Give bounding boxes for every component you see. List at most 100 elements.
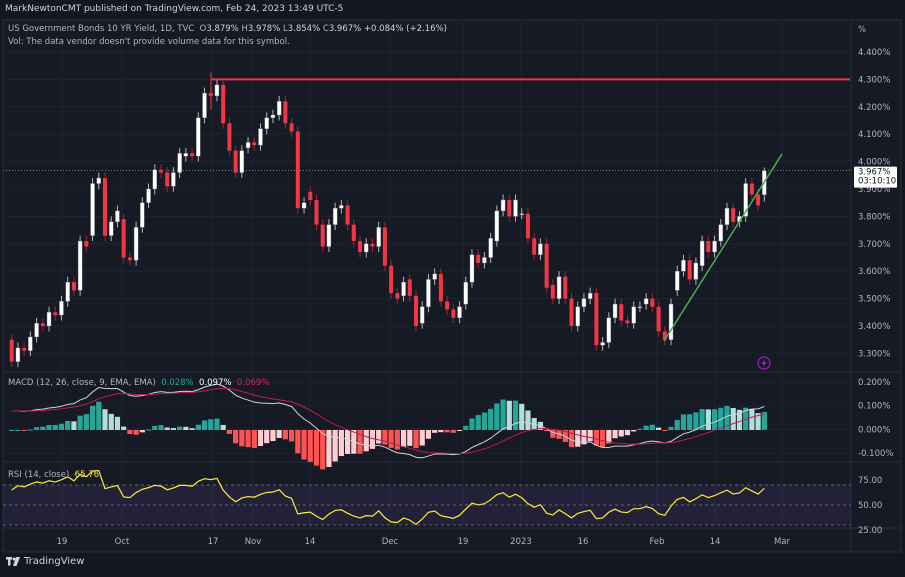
open-value: 3.879% [206,24,239,34]
macd-histogram-bar [177,426,183,430]
candle-body [631,306,636,324]
macd-histogram-bar [164,427,170,430]
candle-body [15,347,21,362]
price-axis[interactable]: 4.400% 4.300% 4.200% 4.100% 4.000% 3.900% 3.80… [858,48,893,536]
macd-tick-label: 0.200% [858,378,890,388]
macd-histogram-bar [145,429,152,431]
macd-histogram-bar [307,430,313,462]
candle-body [214,84,220,97]
candle-body [71,282,76,291]
countdown: 03:10:10 [858,177,896,187]
macd-histogram-bar [208,419,214,430]
time-tick-label: 2023 [510,537,532,547]
tradingview-logo[interactable]: TradingView [6,556,84,567]
macd-histogram-bar [394,430,400,450]
high-value: 3.978% [247,24,281,34]
candle-body [712,240,717,253]
macd-histogram-bar [655,427,662,430]
macd-histogram-bar [469,418,475,430]
last-price-value: 3.967% [858,168,890,178]
candle-body [84,241,89,247]
macd-histogram-bar [276,430,282,438]
price-tick-label: 3.300% [858,349,890,359]
candle-body [320,224,325,247]
candle-body [482,257,487,264]
time-tick-label: Mar [774,537,791,547]
candle-body [358,241,363,253]
candle-body [556,276,562,299]
macd-histogram-bar [680,414,687,430]
macd-histogram-bar [749,409,755,430]
macd-histogram-bar [170,428,177,430]
macd-histogram-bar [568,430,575,448]
candle-body [569,298,574,326]
time-tick-label: 17 [208,537,219,547]
candle-body [183,153,189,157]
macd-histogram-bar [687,414,693,430]
candle-body [563,276,568,299]
candle-body [600,342,605,346]
candle-body [109,221,114,236]
rsi-line [11,469,765,526]
macd-histogram-bar [606,430,612,444]
candle-body [389,265,394,294]
macd-histogram-bar [121,426,127,430]
macd-histogram-bar [618,430,624,437]
macd-histogram-bar [575,430,581,447]
macd-histogram-bar [705,409,711,430]
candle-body [289,123,294,132]
macd-tick-label: 0.000% [858,425,890,435]
macd-histogram-bar [581,430,587,445]
trendline[interactable] [663,153,783,342]
macd-histogram-bar [450,430,456,433]
candle-body [158,169,163,173]
macd-histogram-bar [357,430,363,454]
candle-body [283,101,288,124]
candle-body [724,207,730,225]
macd-histogram-bar [338,430,344,457]
candle-body [675,271,680,291]
macd-histogram-bar [761,411,767,430]
macd-tick-label: 0.100% [858,402,890,412]
macd-histogram-bar [755,413,761,430]
candle-body [395,293,400,299]
macd-histogram-bar [674,419,680,430]
brand-name: TradingView [24,556,85,567]
macd-histogram-bar [531,418,537,430]
candle-body [22,347,27,351]
candle-body [351,224,356,242]
macd-histogram-bar [201,420,208,430]
price-tick-label: 4.400% [858,48,890,58]
time-axis[interactable]: 19 Oct 17 Nov 14 Dec 19 2023 16 Feb 14 Mar [57,537,791,547]
macd-histogram-bar [512,400,519,430]
macd-histogram-bar [139,430,145,433]
candle-body [612,303,618,318]
macd-histogram-bar [537,421,543,430]
macd-histogram-bar [456,430,463,431]
candle-body [140,202,145,228]
symbol-legend[interactable]: US Government Bonds 10 YR Yield, 1D, TVC… [8,24,447,34]
macd-histogram-bar [525,410,531,430]
candle-body [376,227,381,247]
resistance-line[interactable] [210,72,850,110]
macd-histogram-bar [189,428,195,430]
candle-body [103,178,107,236]
macd-histogram-bar [52,424,58,430]
macd-histogram-bar [158,425,164,430]
macd-histogram-bar [488,408,494,430]
macd-histogram-bar [376,430,382,444]
time-tick-label: Nov [245,537,262,547]
candle-body [301,202,307,209]
low-value: 3.854% [287,24,321,34]
candle-body [258,128,263,146]
macd-signal-value: 0.069% [236,378,270,388]
lightning-icon[interactable] [757,356,771,370]
candle-body [115,210,120,223]
macd-histogram-bar [289,430,295,442]
macd-histogram-bar [33,427,40,430]
rsi-legend[interactable]: RSI (14, close) 65.76 [8,470,99,480]
macd-legend[interactable]: MACD (12, 26, close, 9, EMA, EMA) 0.028%… [8,378,269,388]
candle-body [749,183,754,195]
candle-body [656,306,661,332]
